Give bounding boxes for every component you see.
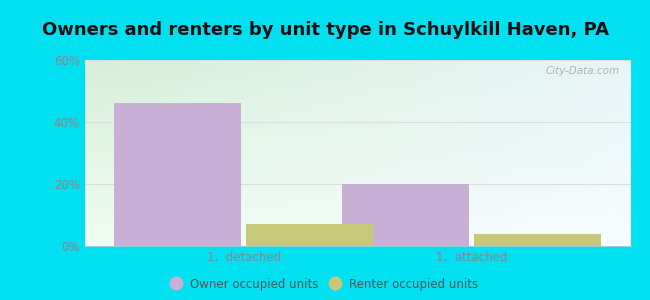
Bar [341,184,469,246]
Bar [246,224,373,246]
Bar [114,103,241,246]
Bar [473,234,601,246]
Legend: Owner occupied units, Renter occupied units: Owner occupied units, Renter occupied un… [168,274,482,294]
Text: Owners and renters by unit type in Schuylkill Haven, PA: Owners and renters by unit type in Schuy… [42,21,608,39]
Text: City-Data.com: City-Data.com [545,66,619,76]
